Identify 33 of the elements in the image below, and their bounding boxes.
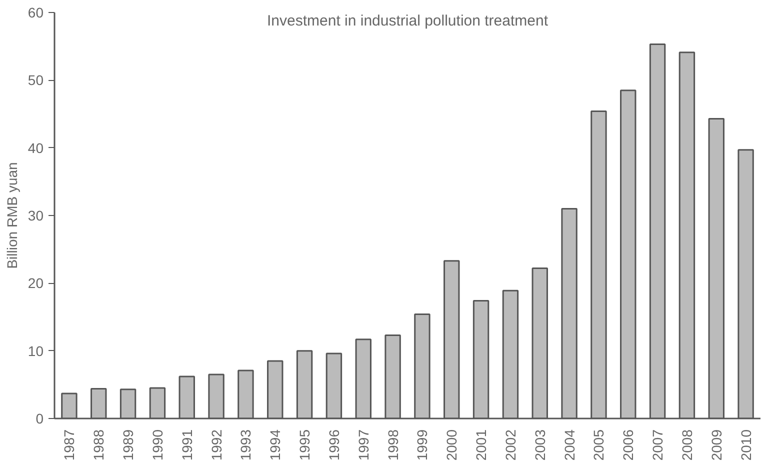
x-tick-label: 1995 [296, 429, 313, 461]
x-tick-label: 1990 [149, 429, 166, 461]
x-tick-label: 1987 [61, 429, 78, 461]
x-tick-label: 1988 [90, 429, 107, 461]
x-tick-label: 2003 [532, 429, 548, 461]
x-tick-label: 2006 [620, 429, 636, 461]
x-tick-label: 2005 [590, 429, 607, 461]
x-tick-label: 1996 [326, 429, 342, 461]
y-tick-label: 50 [28, 72, 44, 88]
x-tick-label: 1993 [238, 429, 254, 461]
y-tick-label: 10 [28, 342, 44, 359]
x-tick-label: 1994 [267, 429, 284, 461]
x-tick-label: 2007 [650, 429, 666, 461]
chart-title: Investment in industrial pollution treatment [267, 12, 549, 30]
x-tick-label: 2004 [561, 429, 578, 461]
x-tick-label: 2009 [708, 429, 724, 461]
y-tick-label: 0 [36, 410, 44, 426]
x-tick-label: 1999 [414, 429, 430, 461]
x-tick-label: 1989 [120, 429, 136, 461]
y-tick-label: 60 [28, 4, 44, 20]
x-tick-label: 1992 [208, 429, 224, 461]
x-tick-label: 1997 [355, 429, 372, 461]
x-tick-label: 2000 [444, 429, 460, 461]
y-tick-label: 40 [28, 140, 44, 156]
x-tick-label: 2008 [678, 429, 695, 461]
x-tick-label: 2002 [502, 429, 518, 461]
x-tick-label: 2010 [738, 429, 754, 461]
x-tick-label: 1998 [384, 429, 401, 461]
x-tick-label: 1991 [178, 429, 195, 461]
y-axis-title: Billion RMB yuan [4, 162, 20, 269]
x-tick-label: 2001 [473, 429, 490, 461]
y-tick-label: 30 [28, 208, 44, 224]
y-tick-label: 20 [28, 275, 44, 292]
